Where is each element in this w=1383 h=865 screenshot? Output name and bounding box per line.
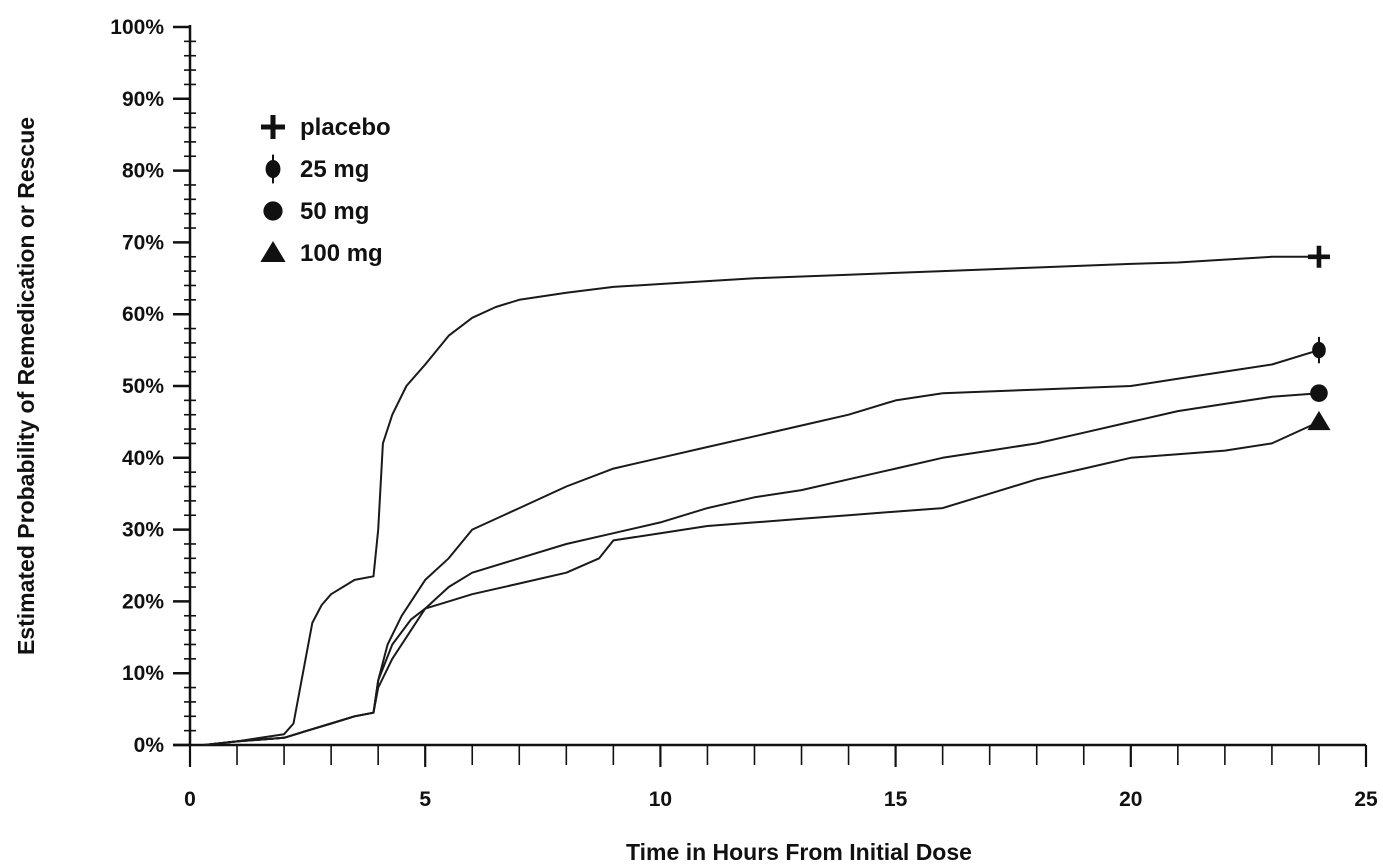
y-tick-label: 60% bbox=[122, 303, 164, 326]
x-tick-label: 20 bbox=[1119, 788, 1142, 811]
x-tick-label: 10 bbox=[649, 788, 672, 811]
x-axis-title: Time in Hours From Initial Dose bbox=[626, 839, 972, 865]
legend-marker-2 bbox=[265, 154, 281, 184]
end-marker-1 bbox=[1307, 245, 1330, 268]
series-line-4 bbox=[203, 420, 1320, 746]
y-tick-label: 70% bbox=[122, 231, 164, 254]
end-marker-4 bbox=[1307, 410, 1331, 431]
y-tick-label: 80% bbox=[122, 160, 164, 183]
y-tick-label: 20% bbox=[122, 590, 164, 613]
end-marker-3 bbox=[1310, 384, 1328, 402]
series-line-2 bbox=[203, 349, 1320, 746]
legend-marker-3 bbox=[263, 201, 283, 221]
legend-marker-1 bbox=[261, 115, 286, 139]
legend-label-4: 100 mg bbox=[300, 240, 383, 267]
x-tick-label: 15 bbox=[884, 788, 908, 811]
y-tick-label: 10% bbox=[122, 662, 164, 685]
y-axis-title: Estimated Probability of Remedication or… bbox=[13, 117, 39, 655]
y-tick-label: 40% bbox=[122, 447, 164, 470]
y-tick-label: 90% bbox=[122, 88, 164, 111]
legend-label-1: placebo bbox=[300, 114, 391, 141]
x-tick-label: 25 bbox=[1354, 788, 1378, 811]
y-tick-label: 30% bbox=[122, 519, 164, 542]
series-line-3 bbox=[203, 392, 1320, 746]
series-end-markers bbox=[1307, 245, 1331, 431]
legend: placebo 25 mg 50 mg 100 mg bbox=[260, 114, 391, 267]
legend-label-2: 25 mg bbox=[300, 156, 369, 183]
x-tick-label: 0 bbox=[184, 788, 196, 811]
y-tick-label: 50% bbox=[122, 375, 164, 398]
series-curves bbox=[203, 255, 1320, 746]
legend-marker-4 bbox=[260, 241, 286, 262]
y-tick-label: 0% bbox=[134, 734, 165, 757]
y-tick-label: 100% bbox=[110, 16, 164, 39]
legend-label-3: 50 mg bbox=[300, 198, 369, 225]
axes: 0% 10% 20% 30% 40% 50% 60% 70% 80% 90% 100% 0 5 10 15 2… bbox=[110, 16, 1378, 811]
end-marker-2 bbox=[1312, 336, 1326, 364]
diamond-body bbox=[265, 160, 281, 178]
diamond-body bbox=[1312, 341, 1326, 359]
series-line-1 bbox=[203, 255, 1320, 746]
x-tick-label: 5 bbox=[419, 788, 431, 811]
